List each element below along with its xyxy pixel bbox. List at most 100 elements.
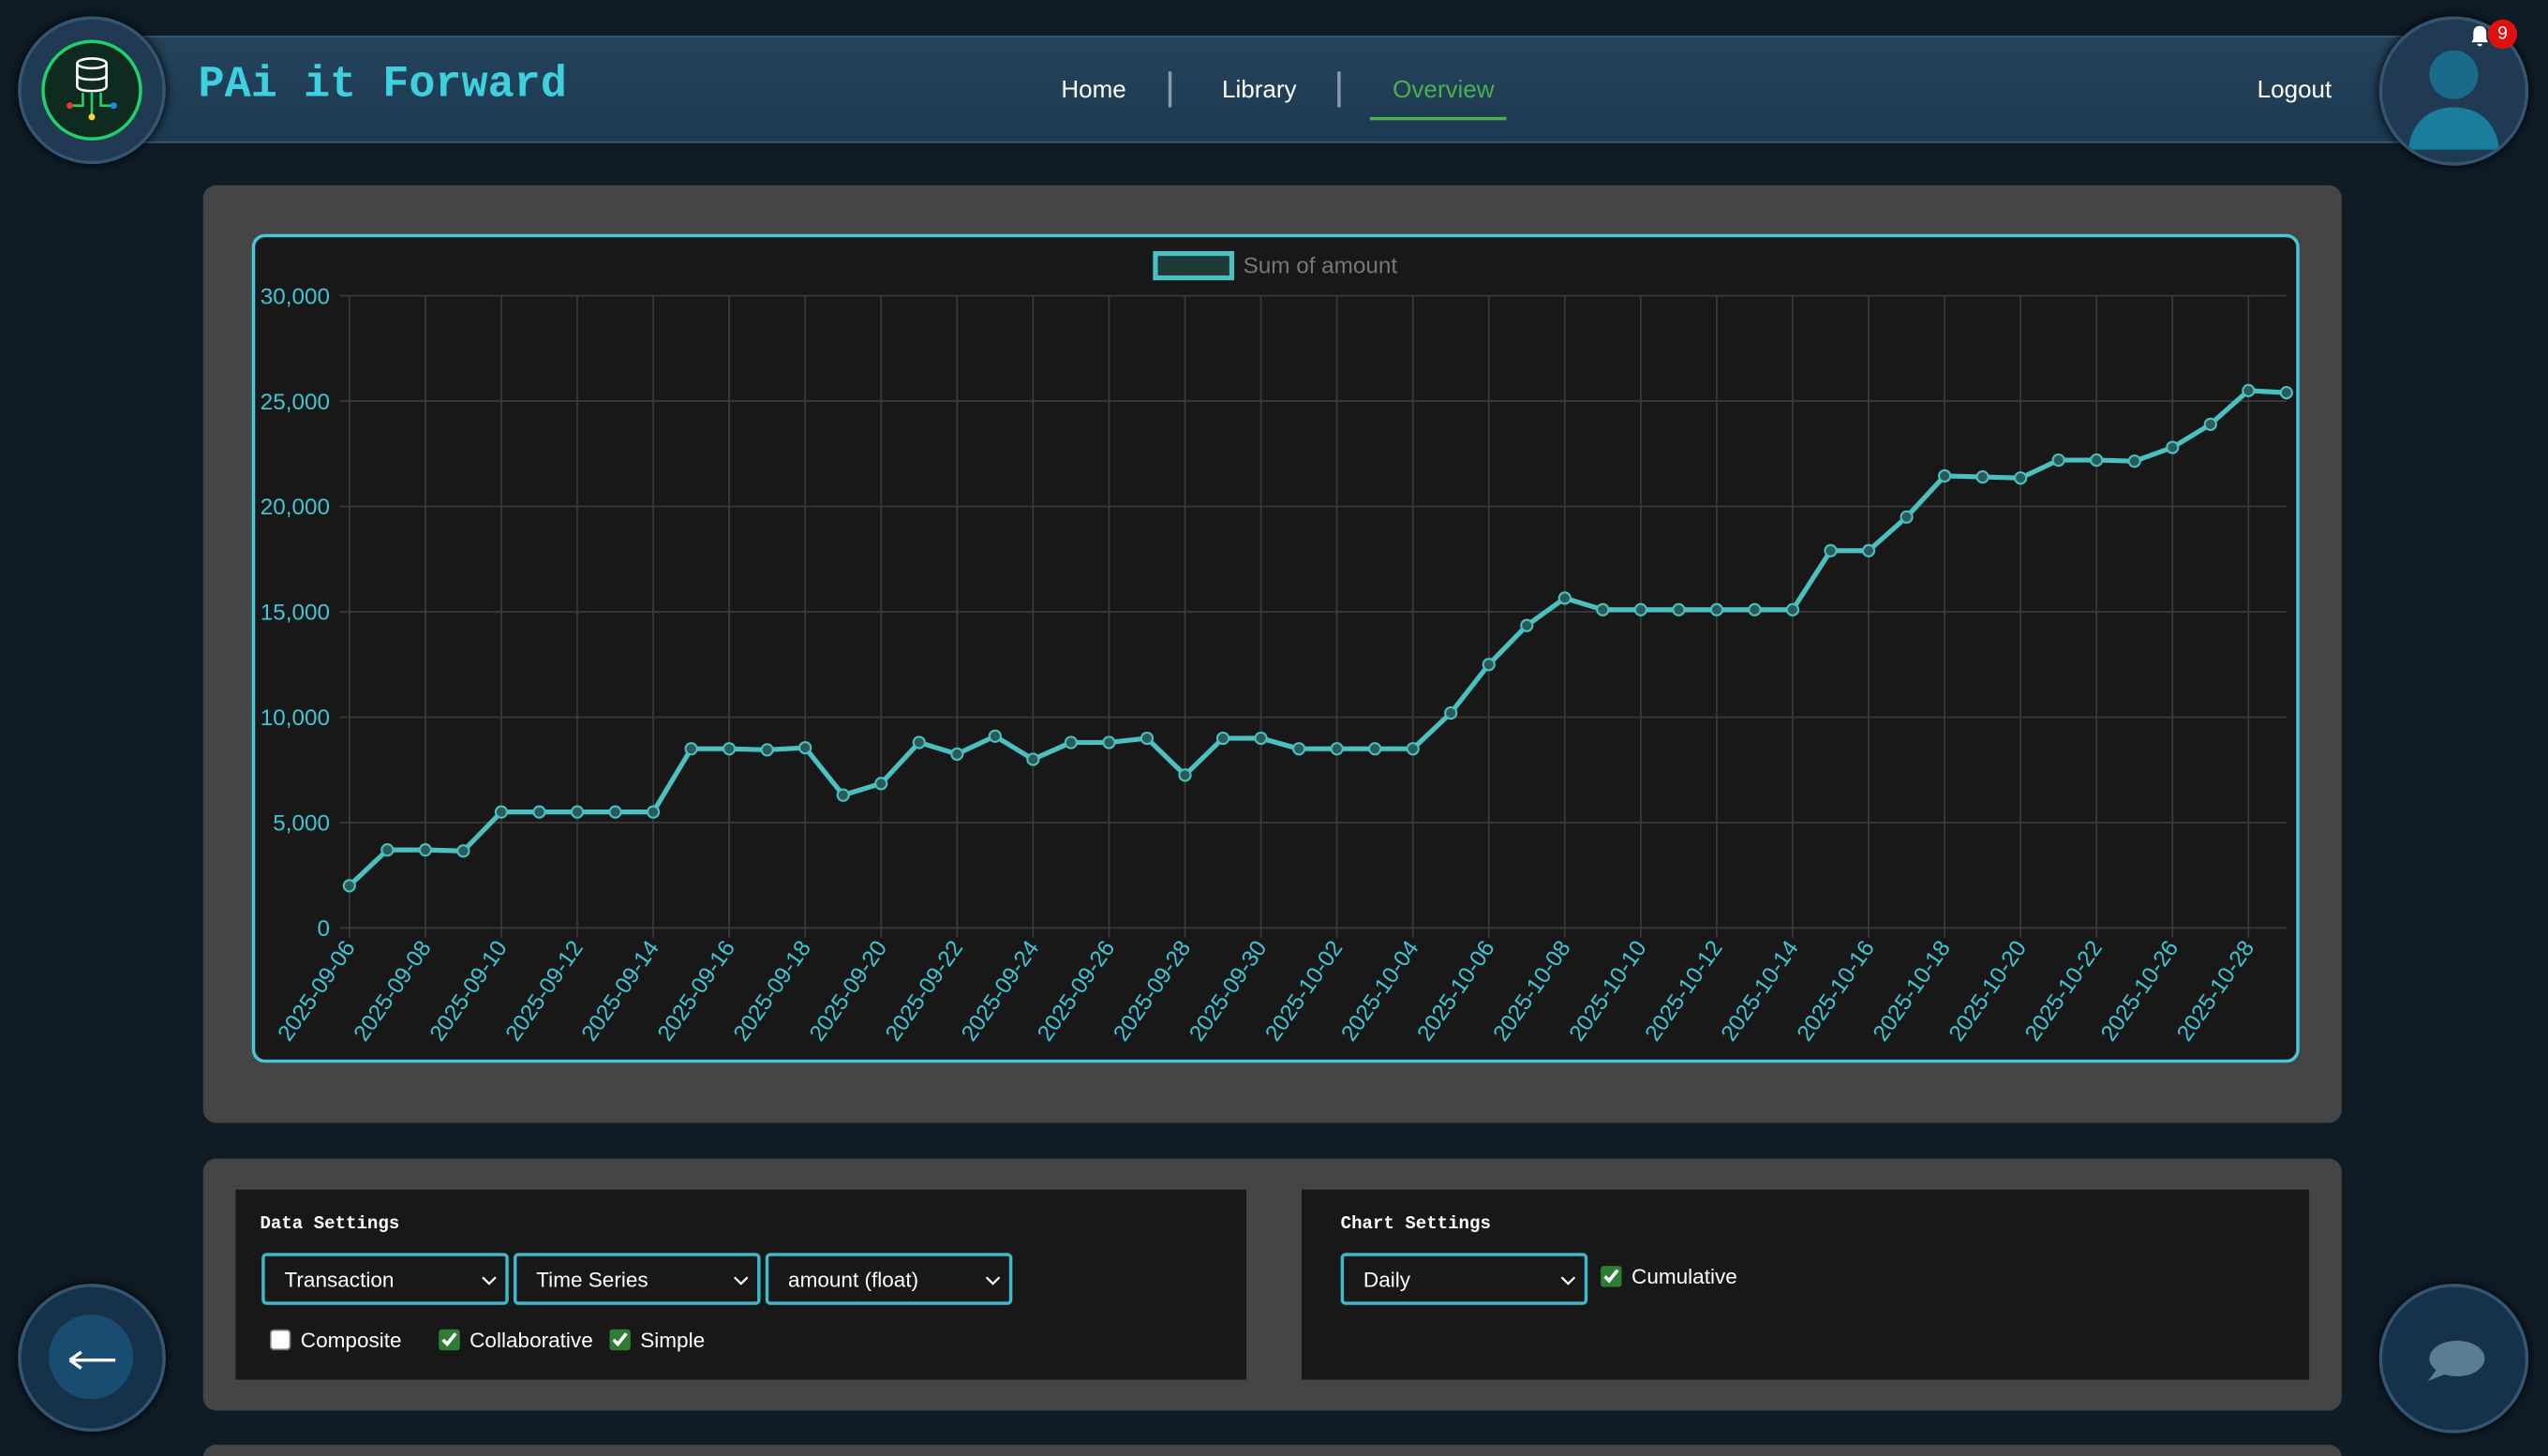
data-point — [2279, 386, 2293, 400]
checkbox-label: Cumulative — [1632, 1264, 1737, 1289]
data-point — [2014, 471, 2028, 485]
legend-swatch — [1153, 250, 1235, 281]
data-point — [1785, 602, 1800, 617]
data-point — [1975, 469, 1989, 484]
data-point — [1824, 543, 1838, 557]
data-point — [2242, 383, 2256, 397]
data-point — [1330, 742, 1344, 756]
data-point — [1254, 731, 1268, 746]
data-point — [2203, 417, 2217, 431]
data-point — [2127, 454, 2141, 468]
dropdown[interactable]: Time Series — [513, 1253, 761, 1305]
y-tick-label: 20,000 — [261, 495, 330, 520]
data-point — [1596, 602, 1610, 617]
nav-link[interactable]: Overview — [1393, 76, 1495, 105]
checkbox-field: Composite — [269, 1328, 402, 1353]
y-tick-label: 25,000 — [261, 390, 330, 415]
y-tick-label: 0 — [318, 916, 330, 942]
data-point — [1633, 602, 1647, 617]
data-point — [342, 879, 356, 893]
data-point — [2051, 453, 2065, 468]
checkbox-label: Collaborative — [469, 1328, 593, 1353]
data-point — [836, 788, 850, 802]
data-point — [532, 805, 546, 819]
data-point — [1557, 591, 1572, 605]
dropdown[interactable]: Transaction — [261, 1253, 509, 1305]
data-point — [723, 742, 737, 756]
data-point — [456, 844, 470, 858]
bell-icon[interactable] — [2466, 22, 2493, 49]
nav-link[interactable]: Library — [1222, 76, 1297, 105]
nav-link[interactable]: Home — [1061, 76, 1126, 105]
next-panel — [202, 1444, 2342, 1456]
data-point — [874, 777, 888, 791]
data-point — [988, 729, 1002, 743]
data-point — [494, 805, 509, 819]
y-tick-label: 10,000 — [261, 706, 330, 731]
header-bar — [100, 36, 2441, 143]
data-point — [760, 743, 774, 757]
data-point — [1026, 752, 1040, 766]
data-point — [1291, 742, 1306, 756]
data-point — [950, 747, 964, 761]
data-point — [1102, 735, 1116, 750]
checkbox[interactable] — [439, 1329, 460, 1351]
notification-badge: 9 — [2487, 19, 2518, 50]
data-point — [1520, 618, 1534, 632]
data-point — [1064, 735, 1079, 750]
data-point — [1672, 602, 1686, 617]
data-point — [608, 805, 622, 819]
data-point — [1178, 768, 1192, 782]
data-point — [1937, 468, 1952, 483]
checkbox-field: Collaborative — [439, 1328, 593, 1352]
data-point — [570, 805, 585, 819]
chevron — [985, 1276, 1001, 1285]
data-point — [646, 805, 661, 819]
chevron — [482, 1276, 497, 1285]
back-button[interactable] — [18, 1284, 166, 1433]
chart-frame — [251, 233, 2300, 1063]
nav-separator — [1337, 71, 1341, 108]
y-tick-label: 15,000 — [261, 601, 330, 626]
data-point — [418, 843, 433, 857]
dropdown[interactable]: amount (float) — [765, 1253, 1013, 1305]
chart: 05,00010,00015,00020,00025,00030,0002025… — [251, 233, 2300, 1063]
legend-label: Sum of amount — [1244, 253, 1398, 278]
logout-link[interactable]: Logout — [2257, 76, 2332, 105]
back-icon — [49, 1315, 134, 1400]
data-point — [684, 742, 698, 756]
data-point — [2090, 453, 2104, 468]
data-point — [380, 843, 395, 857]
chevron — [734, 1276, 749, 1285]
app-title: PAi it Forward — [198, 61, 567, 111]
checkbox-label: Simple — [640, 1328, 706, 1353]
checkbox[interactable] — [1601, 1266, 1622, 1287]
chat-icon — [2427, 1340, 2485, 1382]
dropdown[interactable]: Daily — [1340, 1253, 1588, 1305]
checkbox-label: Composite — [300, 1328, 402, 1353]
data-point — [1215, 731, 1230, 746]
nav-separator — [1168, 71, 1172, 108]
avatar-icon — [2407, 50, 2500, 150]
logo[interactable] — [18, 16, 166, 165]
checkbox-field: Simple — [609, 1328, 705, 1352]
data-point — [1861, 543, 1876, 557]
series-line — [348, 388, 2287, 888]
y-tick-label: 30,000 — [261, 284, 330, 309]
checkbox[interactable] — [269, 1329, 291, 1351]
checkbox[interactable] — [609, 1329, 631, 1351]
chevron — [1560, 1276, 1576, 1285]
data-point — [1406, 742, 1420, 756]
data-point — [2166, 440, 2180, 454]
chat-button[interactable] — [2378, 1284, 2529, 1434]
data-point — [1140, 731, 1155, 746]
data-point — [1748, 602, 1762, 617]
section-label: Chart Settings — [1340, 1215, 1491, 1236]
data-point — [1368, 742, 1382, 756]
data-point — [1900, 510, 1914, 524]
data-point — [798, 740, 812, 755]
section-label: Data Settings — [260, 1215, 400, 1236]
data-point — [1709, 602, 1724, 617]
